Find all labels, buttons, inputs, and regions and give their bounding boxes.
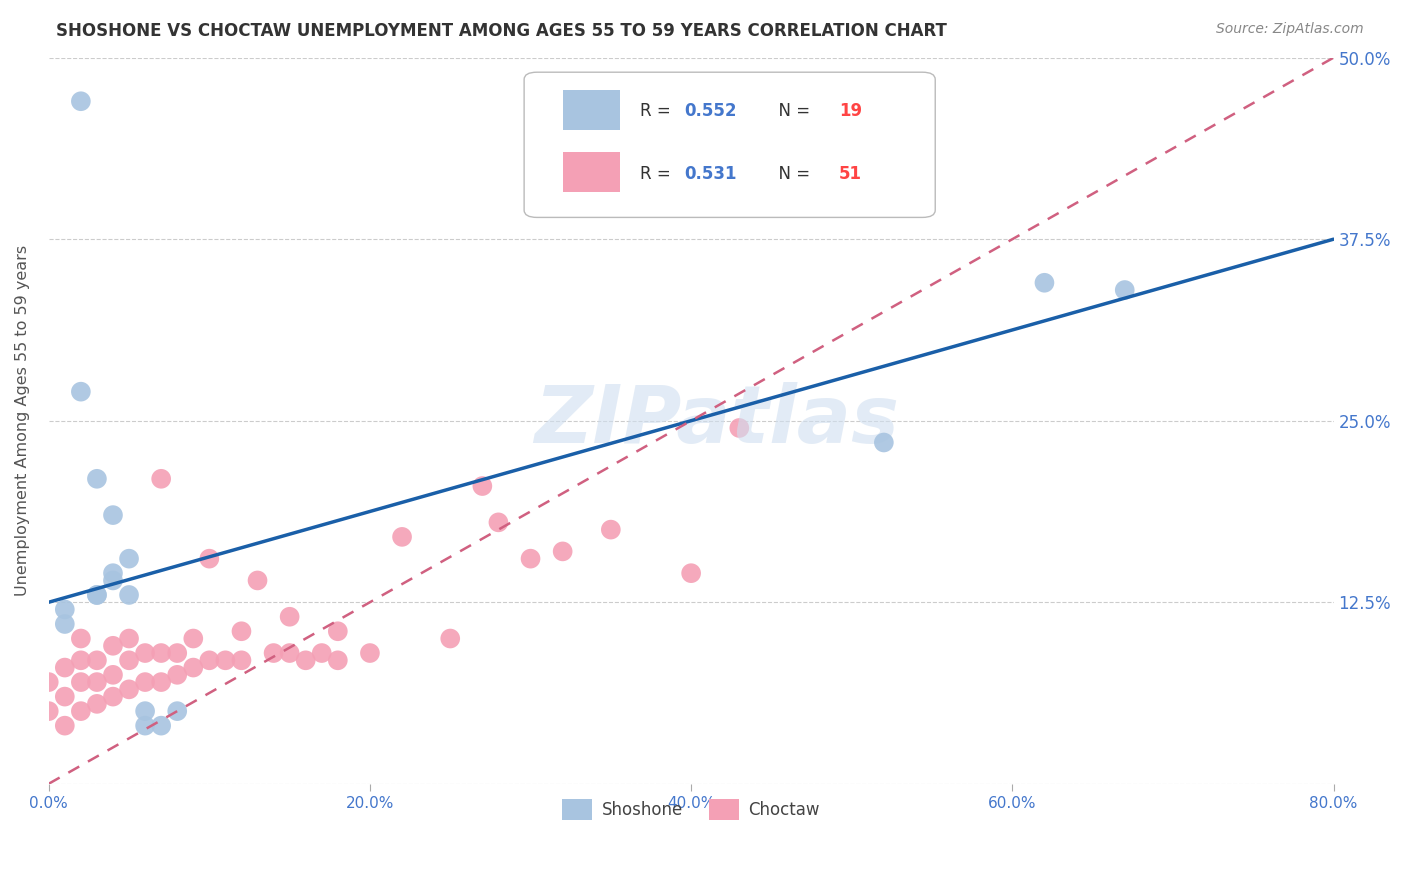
Point <box>519 551 541 566</box>
Point <box>118 632 141 646</box>
Point <box>101 668 124 682</box>
Point <box>471 479 494 493</box>
Point <box>326 624 349 639</box>
Point <box>86 472 108 486</box>
Point <box>101 566 124 581</box>
Point <box>53 617 76 632</box>
Text: 51: 51 <box>839 165 862 183</box>
Point <box>793 160 815 174</box>
Point <box>181 632 204 646</box>
Point <box>391 530 413 544</box>
Point <box>118 682 141 697</box>
Point <box>166 704 188 718</box>
Point <box>118 588 141 602</box>
Point <box>439 632 461 646</box>
Point <box>150 719 173 733</box>
Point <box>681 566 703 581</box>
Point <box>70 384 93 399</box>
Point <box>134 719 156 733</box>
Text: 19: 19 <box>839 103 862 120</box>
Point <box>150 472 173 486</box>
Point <box>118 653 141 667</box>
Text: R =: R = <box>640 103 676 120</box>
Point <box>134 675 156 690</box>
Point <box>294 653 316 667</box>
Point <box>359 646 381 660</box>
Point <box>86 588 108 602</box>
Point <box>70 653 93 667</box>
Point <box>53 602 76 616</box>
Point <box>873 435 896 450</box>
Text: N =: N = <box>768 165 815 183</box>
Point <box>70 704 93 718</box>
Point <box>134 704 156 718</box>
Point <box>599 523 621 537</box>
Text: ZIPatlas: ZIPatlas <box>534 382 900 459</box>
Text: R =: R = <box>640 165 676 183</box>
Point <box>70 675 93 690</box>
Point <box>231 624 253 639</box>
Point <box>166 668 188 682</box>
Text: 0.552: 0.552 <box>685 103 737 120</box>
Text: Source: ZipAtlas.com: Source: ZipAtlas.com <box>1216 22 1364 37</box>
Point <box>53 690 76 704</box>
Point <box>86 653 108 667</box>
Point <box>101 639 124 653</box>
Point <box>150 646 173 660</box>
Point <box>86 588 108 602</box>
FancyBboxPatch shape <box>524 72 935 218</box>
Point <box>101 574 124 588</box>
Text: N =: N = <box>768 103 815 120</box>
Point <box>231 653 253 667</box>
Point <box>118 551 141 566</box>
Text: 0.531: 0.531 <box>685 165 737 183</box>
Point <box>1033 276 1056 290</box>
Point <box>150 675 173 690</box>
FancyBboxPatch shape <box>562 90 620 130</box>
Point <box>181 660 204 674</box>
Point <box>166 646 188 660</box>
Point <box>134 646 156 660</box>
Point <box>1114 283 1136 297</box>
Point <box>101 690 124 704</box>
Point <box>263 646 285 660</box>
Point <box>486 516 509 530</box>
Point <box>70 95 93 109</box>
Point <box>101 508 124 522</box>
Point <box>246 574 269 588</box>
Point <box>53 660 76 674</box>
Point <box>70 632 93 646</box>
Point <box>86 675 108 690</box>
Legend: Shoshone, Choctaw: Shoshone, Choctaw <box>555 793 827 826</box>
Point <box>311 646 333 660</box>
Point <box>53 719 76 733</box>
Point <box>86 697 108 711</box>
Point <box>38 675 60 690</box>
Point <box>728 421 751 435</box>
Point <box>38 704 60 718</box>
Point <box>214 653 236 667</box>
Point <box>278 609 301 624</box>
Y-axis label: Unemployment Among Ages 55 to 59 years: Unemployment Among Ages 55 to 59 years <box>15 245 30 596</box>
Text: SHOSHONE VS CHOCTAW UNEMPLOYMENT AMONG AGES 55 TO 59 YEARS CORRELATION CHART: SHOSHONE VS CHOCTAW UNEMPLOYMENT AMONG A… <box>56 22 948 40</box>
Point <box>198 653 221 667</box>
Point <box>278 646 301 660</box>
Point <box>198 551 221 566</box>
Point <box>326 653 349 667</box>
Point <box>551 544 574 558</box>
FancyBboxPatch shape <box>562 152 620 192</box>
